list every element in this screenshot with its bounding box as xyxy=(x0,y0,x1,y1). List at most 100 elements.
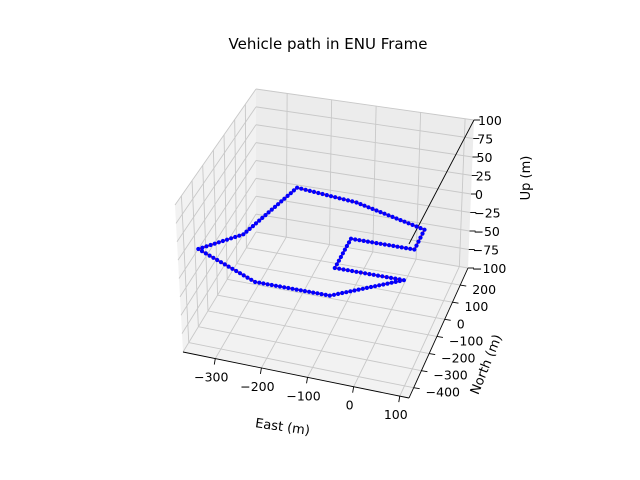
data-point xyxy=(391,243,396,248)
data-point xyxy=(277,284,283,289)
data-point xyxy=(410,222,415,227)
data-point xyxy=(402,219,407,224)
data-point xyxy=(399,245,404,250)
data-point xyxy=(224,237,230,242)
data-point xyxy=(389,280,394,285)
data-point xyxy=(412,247,417,252)
data-point xyxy=(348,236,354,241)
z-tick-label: −75 xyxy=(473,243,499,258)
x-tick-mark xyxy=(306,377,308,384)
data-point xyxy=(382,211,387,216)
y-tick-mark xyxy=(436,335,444,338)
y-tick-label: −300 xyxy=(433,368,467,383)
data-point xyxy=(390,214,395,219)
data-point xyxy=(393,279,398,284)
z-tick-label: 75 xyxy=(477,132,493,147)
data-point xyxy=(269,282,274,288)
data-point xyxy=(370,240,375,245)
data-point xyxy=(319,292,324,297)
grid-line-x-floor xyxy=(261,244,330,369)
data-point xyxy=(340,251,345,256)
y-tick-label: −400 xyxy=(426,385,460,400)
y-tick-label: 0 xyxy=(457,316,465,331)
grid-line-z-back xyxy=(255,177,471,213)
data-point xyxy=(414,243,419,248)
z-axis-label: Up (m) xyxy=(519,156,534,201)
grid-line-y-floor xyxy=(188,342,414,389)
data-point xyxy=(288,191,293,196)
data-point xyxy=(273,283,278,288)
y-tick-mark xyxy=(460,284,467,287)
x-tick-label: 0 xyxy=(346,398,354,413)
data-point xyxy=(303,187,308,192)
grid-line-z-left xyxy=(178,160,257,279)
data-point xyxy=(290,286,295,291)
z-tick-label: −25 xyxy=(474,206,500,221)
data-point xyxy=(414,224,419,229)
data-point xyxy=(420,231,425,236)
z-axis-line xyxy=(408,119,475,245)
data-point xyxy=(250,224,255,229)
data-point xyxy=(282,196,287,201)
grid-line-y-floor xyxy=(227,278,445,320)
data-point xyxy=(261,281,266,286)
data-point xyxy=(294,287,299,292)
data-point xyxy=(386,213,391,218)
data-point xyxy=(307,188,312,193)
data-point xyxy=(298,288,303,293)
data-point xyxy=(211,255,216,260)
data-point xyxy=(374,241,379,246)
data-point xyxy=(320,191,325,197)
data-point xyxy=(416,239,421,244)
data-point xyxy=(341,267,346,272)
data-point xyxy=(378,210,383,215)
data-point xyxy=(384,275,389,280)
grid-line-y-floor xyxy=(236,263,453,303)
grid-line-z-left xyxy=(177,142,257,261)
data-point xyxy=(237,271,243,276)
data-point xyxy=(234,268,239,274)
data-point xyxy=(406,221,411,226)
grid-line-z-back xyxy=(255,213,469,250)
x-tick-label: −300 xyxy=(194,370,228,385)
data-point xyxy=(212,241,217,246)
data-point xyxy=(348,289,353,294)
data-point xyxy=(398,218,403,223)
data-point xyxy=(337,196,342,201)
data-point xyxy=(272,204,278,209)
grid-line-z-left xyxy=(176,124,257,243)
tick-marks: −300 −200 −100 0 100 −400 −300 −200 −100 0 100 200 −… xyxy=(194,113,506,422)
y-tick-mark xyxy=(421,370,428,373)
data-point xyxy=(397,278,402,284)
data-point xyxy=(336,291,341,296)
z-tick-label: 50 xyxy=(477,150,493,165)
data-point xyxy=(333,195,338,200)
data-point xyxy=(216,240,221,245)
y-tick-label: −200 xyxy=(441,351,475,366)
data-point xyxy=(226,264,231,269)
data-point xyxy=(229,236,234,241)
data-point xyxy=(203,251,208,256)
data-point xyxy=(253,279,258,285)
x-axis-label: East (m) xyxy=(254,416,311,439)
data-point xyxy=(233,234,238,240)
grid-line-y-floor xyxy=(207,310,430,354)
data-point xyxy=(350,199,355,204)
data-point xyxy=(362,203,367,208)
grid-line-z-back xyxy=(255,106,474,139)
y-tick-mark xyxy=(452,301,459,304)
y-tick-mark xyxy=(413,387,420,390)
data-point xyxy=(403,246,409,251)
grid-line-z-back xyxy=(255,195,470,232)
x-tick-label: −100 xyxy=(286,388,320,403)
data-point xyxy=(266,210,271,215)
data-point xyxy=(295,185,300,190)
data-point xyxy=(286,285,291,291)
data-point xyxy=(395,244,400,249)
data-point xyxy=(285,193,290,198)
data-point xyxy=(373,284,378,289)
data-point xyxy=(358,202,363,207)
z-tick-label: −50 xyxy=(474,224,500,239)
data-point xyxy=(357,238,362,243)
